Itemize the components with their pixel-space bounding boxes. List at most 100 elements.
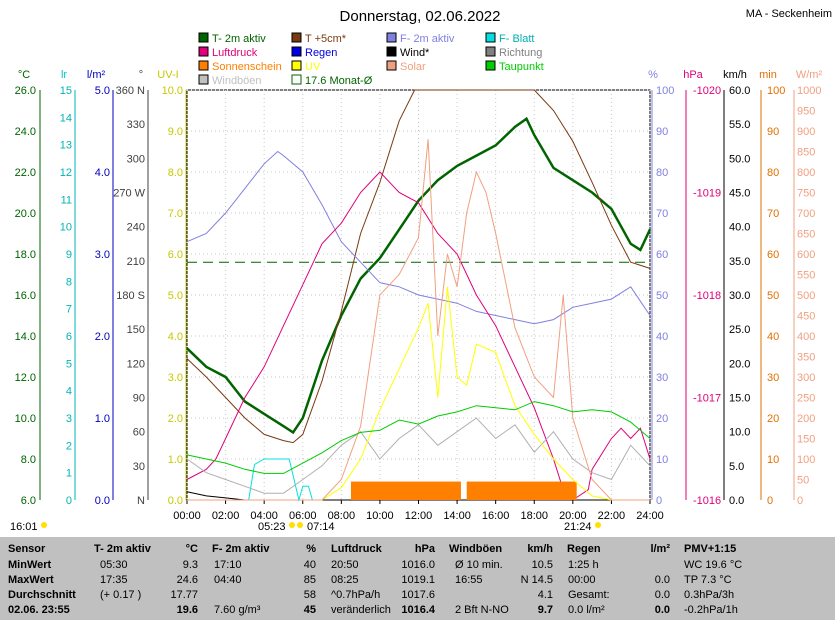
summary-cell-c1: MaxWert [8,574,54,586]
sunshine-bar [466,481,577,500]
legend-swatch [198,32,209,43]
sun-icon [289,522,295,528]
x-tick-label: 02:00 [212,510,240,522]
tick-label-solar: 150 [797,434,815,446]
tick-label-solar: 250 [797,393,815,405]
tick-label-solar: 400 [797,331,815,343]
tick-label-press: -1016 [693,495,721,507]
tick-label-dir: 330 [127,119,145,131]
tick-label-dir: 360 N [116,85,145,97]
series-line-f-2m-aktiv [186,150,651,325]
tick-label-uv: 7.0 [168,208,183,220]
tick-label-hum: 60 [656,249,668,261]
tick-label-hum: 50 [656,290,668,302]
summary-cell-c1: 02.06. 23:55 [8,604,70,616]
series-line-f-blatt [187,458,650,502]
tick-label-uv: 6.0 [168,249,183,261]
summary-cell-c7: 1017.6 [401,589,435,601]
tick-label-temp: 6.0 [21,495,36,507]
summary-header-hum: F- 2m aktiv [212,543,270,555]
legend-swatch [291,32,302,43]
summary-header-pmv: PMV+1:15 [684,543,737,555]
summary-cell-c12: 0.3hPa/3h [684,589,735,601]
legend-swatch [485,32,496,43]
tick-label-wind: 5.0 [729,461,744,473]
legend-swatch [198,60,209,71]
tick-label-wind: 40.0 [729,222,750,234]
summary-header-rain: Regen [567,543,601,555]
tick-label-sun: 0 [767,495,773,507]
tick-label-dir: 240 [127,222,145,234]
tick-label-solar: 500 [797,290,815,302]
tick-label-rain: 2.0 [95,331,110,343]
summary-cell-c7: 1016.4 [401,604,435,616]
sun-mark-set: 21:24 [564,521,592,533]
tick-label-solar: 800 [797,167,815,179]
tick-label-lr: 2 [66,440,72,452]
tick-label-wind: 25.0 [729,324,750,336]
tick-label-lr: 4 [66,386,72,398]
station-label: MA - Seckenheim [746,8,832,20]
legend-swatch [198,74,209,85]
summary-header-temp-unit: °C [185,543,198,555]
tick-label-temp: 12.0 [15,372,36,384]
tick-label-wind: 20.0 [729,358,750,370]
summary-cell-c7: 1016.0 [401,559,435,571]
tick-label-dir: N [137,495,145,507]
tick-label-hum: 0 [656,495,662,507]
x-tick-label: 16:00 [482,510,510,522]
summary-cell-c11: 0.0 [654,574,670,586]
tick-label-uv: 8.0 [168,167,183,179]
tick-label-uv: 9.0 [168,126,183,138]
tick-label-rain: 4.0 [95,167,110,179]
legend-label: Luftdruck [212,47,258,59]
summary-cell-c3: 24.6 [176,574,198,586]
summary-cell-c5: 40 [303,559,316,571]
tick-label-solar: 750 [797,188,815,200]
summary-cell-c11: 0.0 [654,589,670,601]
summary-cell-c6: 20:50 [331,559,359,571]
summary-header-wind-unit: km/h [527,543,553,555]
sunshine-bar [350,481,461,500]
legend-label: Taupunkt [499,61,544,73]
tick-label-dir: 120 [127,358,145,370]
legend-label: Solar [400,61,426,73]
axis-unit-solar: W/m² [796,69,823,81]
summary-cell-c10: 1:25 h [568,559,599,571]
summary-cell-c12: -0.2hPa/1h [684,604,738,616]
tick-label-wind: 45.0 [729,188,750,200]
summary-cell-c9: 10.5 [531,559,553,571]
tick-label-press: -1019 [693,188,721,200]
legend-label: T- 2m aktiv [212,33,266,45]
summary-header-sensor: Sensor [8,543,46,555]
tick-label-hum: 90 [656,126,668,138]
x-tick-label: 18:00 [520,510,548,522]
axis-unit-sun: min [759,69,777,81]
summary-cell-c8: 2 Bft N-NO [455,604,509,616]
tick-label-solar: 50 [797,475,809,487]
tick-label-wind: 0.0 [729,495,744,507]
tick-label-temp: 24.0 [15,126,36,138]
tick-label-dir: 60 [133,427,145,439]
legend-swatch [198,46,209,57]
x-tick-label: 06:00 [289,510,317,522]
summary-cell-c6: veränderlich [331,604,391,616]
series-line-solar [187,139,650,501]
tick-label-press: -1017 [693,393,721,405]
sun-mark-rise: 05:23 [258,521,286,533]
series-line-taupunkt [186,401,651,474]
sun-icon [41,522,47,528]
tick-label-lr: 11 [61,194,72,206]
tick-label-sun: 60 [767,249,779,261]
tick-label-dir: 270 W [113,188,145,200]
tick-label-temp: 20.0 [15,208,36,220]
summary-header-wind: Windböen [449,543,503,555]
summary-cell-c3: 9.3 [182,559,198,571]
series-line-t-5cm- [186,89,651,444]
summary-header-press-unit: hPa [414,543,435,555]
x-tick-label: 24:00 [636,510,664,522]
summary-cell-c8: 16:55 [455,574,483,586]
summary-cell-c2: (+ 0.17 ) [100,589,142,601]
legend-label: F- 2m aktiv [400,33,455,45]
tick-label-rain: 1.0 [95,413,110,425]
